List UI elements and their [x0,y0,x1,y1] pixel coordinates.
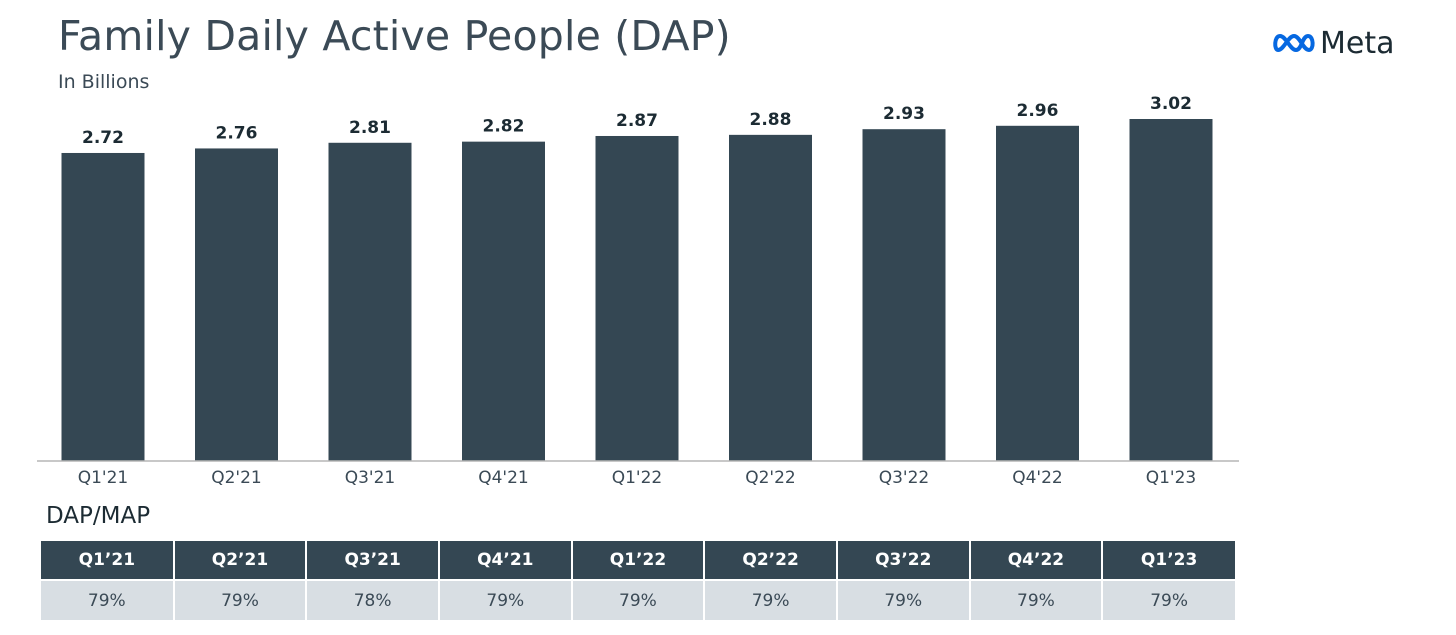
dapmap-header-cell: Q1’21 [41,541,175,580]
x-tick-label: Q4'21 [478,468,529,488]
page-title: Family Daily Active People (DAP) [58,12,731,60]
value-label: 3.02 [1150,94,1192,114]
value-label: 2.76 [216,123,258,143]
page-subtitle: In Billions [58,71,150,93]
value-label: 2.88 [750,110,792,130]
value-label: 2.81 [349,118,391,138]
dapmap-value-cell: 79% [571,579,706,620]
dapmap-value-cell: 79% [173,579,308,620]
dapmap-value-cell: 79% [438,579,573,620]
dapmap-value-cell: 79% [1102,579,1235,620]
dapmap-value-cell: 79% [41,579,175,620]
meta-infinity-icon [1273,34,1315,52]
dapmap-value-row: 79% 79% 78% 79% 79% 79% 79% 79% 79% [41,579,1235,620]
bar-chart: Q1'21 Q2'21 Q3'21 Q4'21 Q1'22 Q2'22 Q3'22 Q4'22… [37,94,1239,488]
value-label: 2.87 [616,111,658,131]
dapmap-header-cell: Q2’22 [704,541,838,580]
x-tick-labels: Q1'21 Q2'21 Q3'21 Q4'21 Q1'22 Q2'22 Q3'22 Q4'22… [78,468,1197,488]
dapmap-header-cell: Q3’22 [836,541,971,580]
meta-logo: Meta [1272,24,1395,62]
value-label: 2.96 [1017,101,1059,121]
value-label: 2.72 [82,128,124,148]
bar-Q1'22 [595,135,679,461]
dapmap-header-row: Q1’21 Q2’21 Q3’21 Q4’21 Q1’22 Q2’22 Q3’22 Q4’22… [41,541,1235,580]
logo-text: Meta [1320,25,1395,61]
bar-Q1'23 [1129,119,1213,461]
dapmap-value-cell: 79% [704,579,838,620]
dapmap-table: Q1’21 Q2’21 Q3’21 Q4’21 Q1’22 Q2’22 Q3’22 Q4’22… [41,541,1235,620]
bar-Q4'22 [996,125,1079,461]
bar-Q3'22 [862,129,946,461]
x-tick-label: Q4'22 [1012,468,1063,488]
dapmap-title: DAP/MAP [46,503,151,529]
dapmap-header-cell: Q1’22 [571,541,706,580]
value-label: 2.82 [483,117,525,137]
dapmap-header-cell: Q1’23 [1102,541,1235,580]
x-tick-label: Q1'23 [1146,468,1197,488]
bar-Q2'22 [729,134,812,461]
dapmap-header-cell: Q4’22 [969,541,1104,580]
bar-Q4'21 [462,141,545,462]
bar-Q2'21 [195,148,278,461]
dapmap-value-cell: 79% [969,579,1104,620]
bar-Q1'21 [61,152,145,461]
dapmap-value-cell: 79% [836,579,971,620]
x-tick-label: Q2'21 [211,468,262,488]
x-tick-label: Q3'22 [879,468,930,488]
x-tick-label: Q1'22 [612,468,663,488]
dapmap-header-cell: Q3’21 [306,541,440,580]
bar-Q3'21 [328,142,412,461]
x-tick-label: Q1'21 [78,468,129,488]
x-tick-label: Q2'22 [745,468,796,488]
value-label: 2.93 [883,104,925,124]
dapmap-header-cell: Q4’21 [438,541,573,580]
dapmap-header-cell: Q2’21 [173,541,308,580]
bars-group [61,119,1213,462]
value-labels: 2.72 2.76 2.81 2.82 2.87 2.88 2.93 2.96 3.02 [82,94,1192,148]
dapmap-value-cell: 78% [306,579,440,620]
x-tick-label: Q3'21 [345,468,396,488]
